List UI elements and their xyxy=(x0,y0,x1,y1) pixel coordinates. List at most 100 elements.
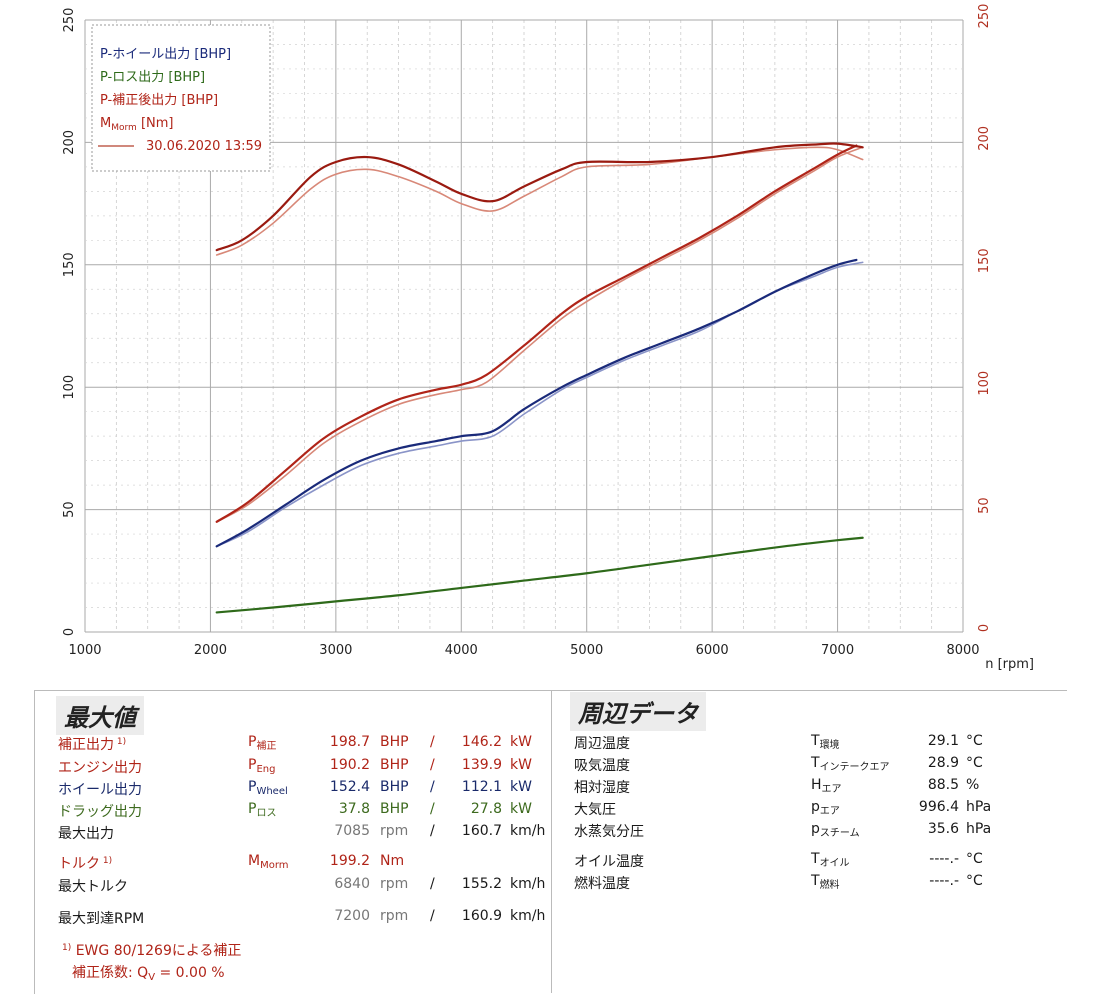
env-row-cell: 周辺温度 xyxy=(574,736,630,752)
max-row-cell: rpm xyxy=(380,876,409,892)
env-row-cell: pスチーム xyxy=(811,821,860,839)
footnote-2: 補正係数: QV = 0.00 % xyxy=(72,965,225,983)
env-row-cell: °C xyxy=(966,851,983,867)
env-row-cell: 996.4 xyxy=(918,799,959,815)
y-tick-label: 250 xyxy=(62,8,77,33)
x-tick-label: 6000 xyxy=(696,643,729,658)
legend-entry: P-補正後出力 [BHP] xyxy=(100,93,218,108)
max-row-cell: km/h xyxy=(510,908,546,924)
max-row-cell: / xyxy=(430,908,435,924)
max-row-cell: / xyxy=(430,801,435,817)
y-tick-label: 100 xyxy=(62,375,77,400)
max-row-cell: / xyxy=(430,823,435,839)
y-tick-label: 50 xyxy=(62,501,77,518)
max-row-cell: rpm xyxy=(380,823,409,839)
y-tick-label: 200 xyxy=(62,130,77,155)
symbol-subscript: スチーム xyxy=(819,828,860,839)
max-row-cell: BHP xyxy=(380,801,409,817)
panel-divider xyxy=(551,690,552,993)
symbol-subscript: エア xyxy=(819,806,840,817)
x-tick-label: 4000 xyxy=(445,643,478,658)
max-row-cell: / xyxy=(430,876,435,892)
env-row-cell: °C xyxy=(966,755,983,771)
env-row-cell: 大気圧 xyxy=(574,802,616,818)
env-row-cell: hPa xyxy=(966,821,992,837)
series-line-3 xyxy=(215,144,858,523)
series-line-0 xyxy=(215,258,858,548)
max-row-cell: トルク 1) xyxy=(58,856,113,872)
max-row-cell: kW xyxy=(510,801,532,817)
env-row-cell: 29.1 xyxy=(927,733,959,749)
symbol-subscript: Wheel xyxy=(256,786,288,797)
symbol-subscript: 補正 xyxy=(256,741,277,752)
max-row-cell: BHP xyxy=(380,734,409,750)
max-row-cell: エンジン出力 xyxy=(58,760,142,776)
max-row-cell: 152.4 xyxy=(329,779,370,795)
max-row-cell: MMorm xyxy=(248,853,289,871)
env-row-cell: 35.6 xyxy=(927,821,959,837)
max-row-cell: Nm xyxy=(380,853,405,869)
max-row-cell: 198.7 xyxy=(329,734,370,750)
legend-entry: P-ホイール出力 [BHP] xyxy=(100,47,231,62)
env-row-cell: °C xyxy=(966,873,983,889)
max-row-cell: PWheel xyxy=(248,779,288,797)
env-row-cell: ----.- xyxy=(929,873,959,889)
max-row-cell: 最大出力 xyxy=(58,826,114,842)
x-tick-label: 2000 xyxy=(194,643,227,658)
y-tick-label: 150 xyxy=(62,252,77,277)
series-line-6 xyxy=(215,146,864,256)
max-row-cell: Pロス xyxy=(248,801,277,819)
max-row-cell: 146.2 xyxy=(461,734,502,750)
max-row-cell: 190.2 xyxy=(329,757,370,773)
max-panel-title: 最大値 xyxy=(56,696,144,735)
series-line-4 xyxy=(215,146,864,523)
y2-tick-label: 250 xyxy=(977,4,992,29)
max-row-cell: 139.9 xyxy=(461,757,502,773)
env-row-cell: Hエア xyxy=(811,777,842,795)
legend-entry: MMorm [Nm] xyxy=(100,116,173,133)
max-row-cell: 最大トルク xyxy=(58,879,128,895)
env-panel-title: 周辺データ xyxy=(570,692,706,731)
legend-entry: P-ロス出力 [BHP] xyxy=(100,70,205,85)
y-tick-label: 0 xyxy=(62,628,77,636)
max-row-cell: / xyxy=(430,779,435,795)
max-row-cell: BHP xyxy=(380,779,409,795)
env-row-cell: 28.9 xyxy=(927,755,959,771)
data-panel xyxy=(34,690,1067,994)
series-line-5 xyxy=(215,142,864,252)
max-row-cell: / xyxy=(430,734,435,750)
max-row-cell: P補正 xyxy=(248,734,277,752)
footnote-mark: 1) xyxy=(100,856,113,866)
x-tick-label: 5000 xyxy=(570,643,603,658)
x-tick-label: 3000 xyxy=(319,643,352,658)
x-axis-label: n [rpm] xyxy=(985,657,1034,672)
symbol-subscript: インテークエア xyxy=(819,762,890,773)
max-row-cell: PEng xyxy=(248,757,276,775)
symbol-subscript: オイル xyxy=(819,858,850,869)
max-row-cell: kW xyxy=(510,779,532,795)
y2-tick-label: 100 xyxy=(977,371,992,396)
max-row-cell: 37.8 xyxy=(338,801,370,817)
series-line-1 xyxy=(215,261,864,548)
env-row-cell: °C xyxy=(966,733,983,749)
symbol-subscript: Eng xyxy=(256,764,276,775)
chart-legend: P-ホイール出力 [BHP] P-ロス出力 [BHP] P-補正後出力 [BHP] M… xyxy=(91,24,271,172)
env-row-cell: T燃料 xyxy=(811,873,840,891)
max-row-cell: 最大到達RPM xyxy=(58,911,145,927)
x-tick-label: 8000 xyxy=(946,643,979,658)
env-row-cell: ----.- xyxy=(929,851,959,867)
y2-tick-label: 150 xyxy=(977,248,992,273)
max-row-cell: ホイール出力 xyxy=(58,782,142,798)
max-row-cell: 27.8 xyxy=(470,801,502,817)
env-row-cell: % xyxy=(966,777,980,793)
symbol-subscript: 環境 xyxy=(819,740,840,751)
chart-series xyxy=(215,142,864,614)
symbol-subscript: ロス xyxy=(256,808,277,819)
max-row-cell: 160.7 xyxy=(461,823,502,839)
symbol-subscript: Morm xyxy=(260,860,289,871)
max-row-cell: BHP xyxy=(380,757,409,773)
env-row-cell: Tオイル xyxy=(811,851,850,869)
env-row-cell: 相対湿度 xyxy=(574,780,630,796)
